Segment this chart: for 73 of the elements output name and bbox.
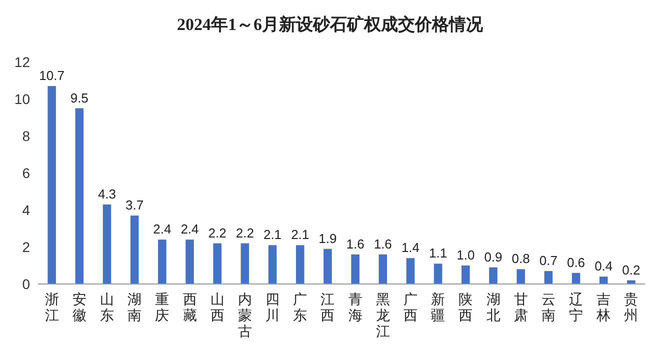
x-tick-label: 湖北 (486, 291, 500, 323)
data-label: 0.4 (594, 258, 613, 274)
x-tick-label: 浙江 (44, 291, 59, 323)
y-tick-label: 12 (14, 54, 30, 70)
x-tick-label: 青海 (348, 291, 362, 323)
y-tick-label: 8 (22, 128, 30, 144)
bar (544, 271, 553, 284)
data-label: 2.1 (263, 227, 282, 242)
data-label: 1.4 (401, 240, 420, 256)
bar (213, 243, 222, 284)
data-label: 2.4 (153, 222, 172, 237)
data-label: 2.2 (208, 225, 226, 240)
x-tick-label: 新疆 (431, 291, 446, 323)
bar (75, 108, 84, 284)
x-tick-label: 陕西 (458, 291, 473, 323)
x-tick-label: 吉林 (596, 291, 611, 323)
data-label: 0.7 (539, 253, 558, 268)
data-label: 1.6 (346, 236, 364, 252)
data-label: 0.2 (622, 262, 640, 278)
data-label: 3.7 (126, 198, 144, 213)
x-tick-label: 湖南 (128, 291, 142, 323)
x-tick-label: 辽宁 (569, 291, 584, 323)
bar (516, 269, 525, 284)
data-label: 0.8 (512, 251, 530, 266)
bar (296, 245, 304, 284)
bar (434, 264, 442, 284)
y-tick-label: 2 (22, 239, 30, 255)
data-label: 1.0 (456, 248, 475, 262)
bar (324, 248, 332, 284)
data-label: 2.2 (236, 225, 254, 240)
x-tick-label: 广西 (403, 291, 418, 323)
x-tick-label: 山西 (210, 291, 224, 323)
data-label: 1.1 (429, 246, 448, 261)
x-tick-label: 四川 (266, 291, 280, 323)
x-tick-label: 云南 (541, 291, 556, 323)
y-tick-label: 6 (22, 165, 30, 181)
bar (462, 266, 470, 284)
x-tick-label: 甘肃 (514, 291, 528, 323)
y-tick-label: 10 (14, 91, 30, 107)
data-label: 2.1 (291, 227, 310, 242)
x-tick-label: 安徽 (72, 291, 86, 323)
x-tick-label: 贵州 (624, 291, 638, 323)
y-tick-label: 4 (22, 202, 30, 218)
y-tick-label: 0 (22, 276, 30, 292)
bar (378, 254, 388, 284)
bar (489, 267, 498, 284)
data-label: 9.5 (70, 90, 88, 106)
x-tick-label: 山东 (100, 291, 114, 323)
bar (130, 216, 139, 284)
data-label: 0.9 (484, 249, 502, 264)
data-label: 4.3 (98, 186, 116, 202)
bar (406, 258, 415, 284)
data-label: 10.7 (39, 68, 64, 84)
x-tick-label: 黑龙江 (376, 291, 390, 339)
bar (186, 240, 194, 284)
data-label: 1.6 (374, 236, 392, 252)
x-tick-label: 西藏 (182, 291, 197, 323)
bar (572, 272, 580, 284)
data-label: 0.6 (566, 254, 586, 270)
chart-title: 2024年1～6月新设砂石矿权成交价格情况 (177, 15, 484, 34)
bar (48, 86, 56, 284)
x-tick-label: 江西 (320, 291, 335, 323)
bar (158, 240, 166, 284)
x-tick-label: 内蒙古 (238, 291, 252, 339)
bar (102, 204, 112, 284)
data-label: 2.4 (180, 222, 199, 237)
x-tick-label: 广东 (293, 291, 308, 323)
bar (240, 243, 250, 284)
data-label: 1.9 (318, 230, 337, 246)
bar (599, 276, 608, 284)
bar (268, 245, 277, 284)
x-tick-label: 重庆 (155, 291, 170, 323)
bar (351, 254, 360, 284)
